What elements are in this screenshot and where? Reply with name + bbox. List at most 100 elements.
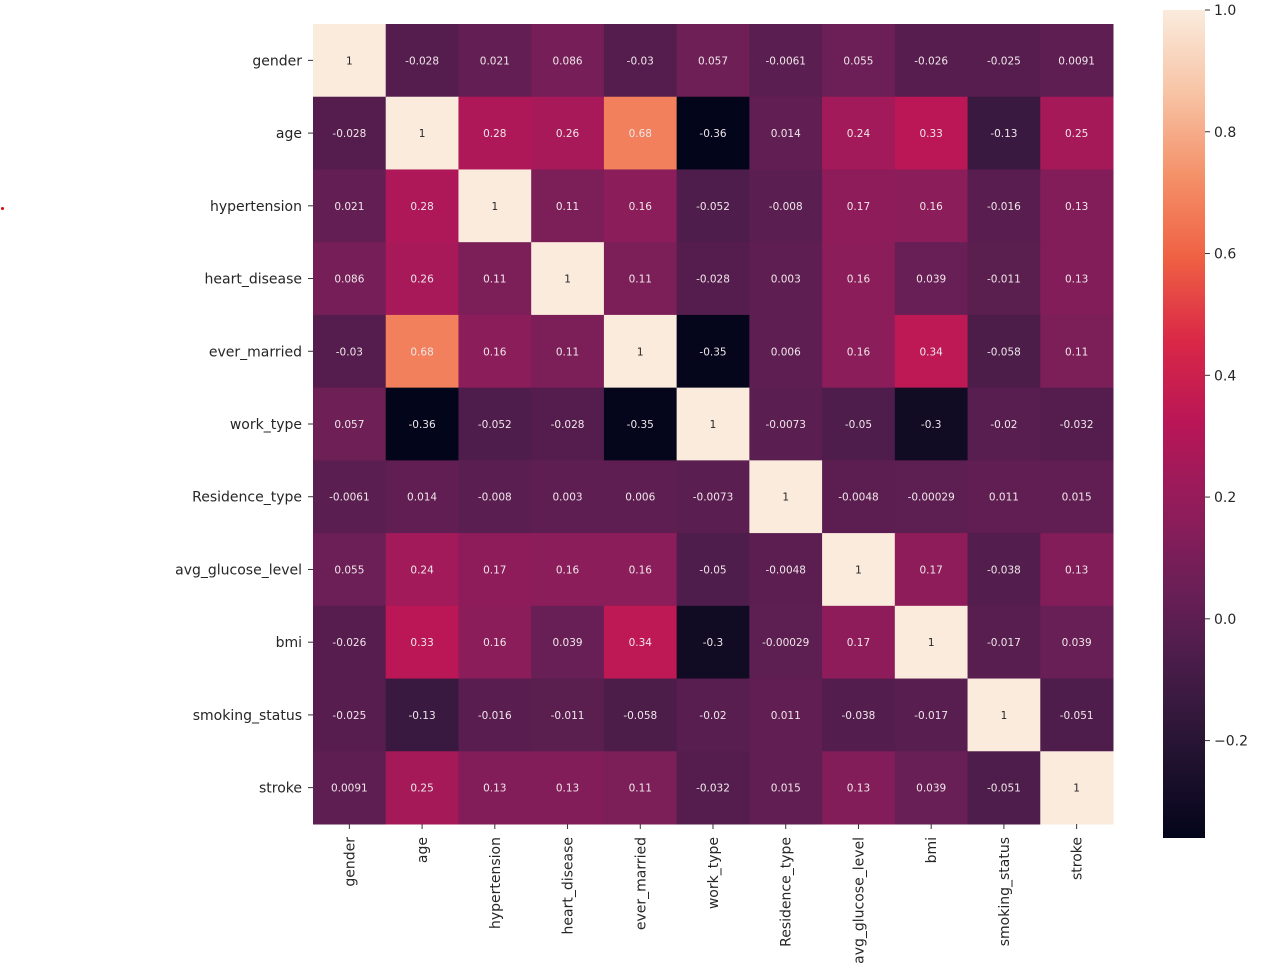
heatmap-cell	[531, 314, 605, 389]
cell-annotation: -0.011	[987, 274, 1021, 286]
heatmap-cell	[603, 751, 678, 825]
heatmap-cell	[749, 387, 823, 461]
heatmap-cell	[1040, 387, 1114, 461]
heatmap-cell	[531, 678, 605, 752]
cell-annotation: -0.051	[987, 783, 1021, 795]
heatmap-cell	[313, 96, 387, 170]
cell-annotation: -0.0048	[838, 492, 879, 504]
cell-annotation: 1	[782, 492, 789, 504]
heatmap-cell	[822, 24, 896, 98]
colorbar-tick-label: 1.0	[1214, 3, 1236, 19]
cell-annotation: -0.032	[696, 783, 730, 795]
cell-annotation: -0.032	[1060, 419, 1094, 431]
heatmap-cell	[676, 751, 750, 825]
cell-annotation: -0.02	[990, 419, 1017, 431]
cell-annotation: -0.025	[987, 55, 1021, 67]
heatmap-cell	[894, 460, 969, 534]
heatmap-cell	[531, 605, 605, 680]
cell-annotation: -0.0073	[765, 419, 806, 431]
cell-annotation: 0.24	[847, 128, 871, 140]
cell-annotation: 0.16	[629, 201, 653, 213]
cell-annotation: 0.015	[1062, 492, 1092, 504]
cell-annotation: -0.028	[551, 419, 585, 431]
heatmap-cell	[676, 605, 750, 680]
stray-red-dot	[1, 207, 4, 210]
heatmap-cell	[676, 460, 750, 534]
heatmap-cell	[749, 169, 823, 243]
cell-annotation: 0.26	[410, 274, 434, 286]
heatmap-cell	[749, 314, 823, 389]
cell-annotation: 1	[491, 201, 498, 213]
cell-annotation: 0.086	[553, 55, 583, 67]
cell-annotation: -0.028	[696, 274, 730, 286]
cell-annotation: 0.086	[334, 274, 364, 286]
cell-annotation: -0.028	[405, 55, 439, 67]
cell-annotation: -0.03	[627, 55, 654, 67]
cell-annotation: -0.3	[703, 637, 724, 649]
heatmap-cell	[676, 314, 750, 389]
heatmap-cell	[894, 96, 969, 170]
cell-annotation: 0.057	[334, 419, 364, 431]
heatmap-cell	[749, 242, 823, 316]
y-tick-label: age	[276, 126, 302, 142]
cell-annotation: 0.16	[919, 201, 943, 213]
heatmap-cell	[1040, 96, 1114, 170]
heatmap-cell	[1040, 751, 1114, 825]
cell-annotation: -0.0061	[765, 55, 806, 67]
cell-annotation: -0.026	[914, 55, 948, 67]
heatmap-cell	[749, 605, 823, 680]
cell-annotation: 0.011	[989, 492, 1019, 504]
heatmap-cell	[385, 678, 459, 752]
x-tick-label: smoking_status	[997, 837, 1013, 946]
cell-annotation: 0.24	[410, 564, 434, 576]
cell-annotation: 0.021	[480, 55, 510, 67]
cell-annotation: 0.13	[1065, 201, 1088, 213]
cell-annotation: 0.17	[919, 564, 942, 576]
cell-annotation: -0.025	[332, 710, 366, 722]
heatmap-cell	[1040, 605, 1114, 680]
heatmap-cell	[894, 751, 969, 825]
heatmap-cell	[749, 533, 823, 607]
cell-annotation: -0.13	[990, 128, 1017, 140]
cell-annotation: 0.68	[629, 128, 652, 140]
y-tick-label: smoking_status	[193, 708, 302, 724]
colorbar-tick-label: 0.4	[1214, 368, 1236, 384]
heatmap-cell	[749, 751, 823, 825]
cell-annotation: 0.11	[1065, 346, 1088, 358]
cell-annotation: 1	[1001, 710, 1008, 722]
heatmap-cell	[676, 169, 750, 243]
cell-annotation: -0.051	[1060, 710, 1094, 722]
heatmap-cell	[967, 169, 1041, 243]
heatmap-cell	[385, 387, 459, 461]
heatmap-cell	[822, 751, 896, 825]
cell-annotation: 0.021	[334, 201, 364, 213]
cell-annotation: -0.052	[478, 419, 512, 431]
cell-annotation: 1	[1073, 783, 1080, 795]
heatmap-cell	[313, 169, 387, 243]
cell-annotation: 0.11	[629, 274, 652, 286]
heatmap-cell	[603, 242, 678, 316]
cell-annotation: -0.05	[845, 419, 872, 431]
cell-annotation: 0.11	[556, 201, 579, 213]
cell-annotation: -0.03	[336, 346, 363, 358]
cell-annotation: -0.05	[699, 564, 726, 576]
x-tick-label: bmi	[924, 837, 940, 863]
cell-annotation: 0.13	[483, 783, 506, 795]
heatmap-cell	[531, 96, 605, 170]
cell-annotation: 1	[855, 564, 862, 576]
cell-annotation: 0.039	[916, 274, 946, 286]
y-tick-label: stroke	[259, 781, 302, 797]
cell-annotation: 1	[346, 55, 353, 67]
x-tick-label: hypertension	[488, 837, 504, 929]
cell-annotation: 0.006	[625, 492, 655, 504]
cell-annotation: 0.0091	[1058, 55, 1095, 67]
cell-annotation: -0.35	[627, 419, 654, 431]
y-tick-label: heart_disease	[205, 272, 302, 288]
cell-annotation: -0.052	[696, 201, 730, 213]
y-tick-label: work_type	[230, 417, 302, 433]
x-tick-label: work_type	[706, 837, 722, 909]
colorbar-tick-label: 0.6	[1214, 247, 1236, 263]
cell-annotation: 0.26	[556, 128, 580, 140]
cell-annotation: 0.16	[556, 564, 580, 576]
heatmap-cell	[894, 169, 969, 243]
